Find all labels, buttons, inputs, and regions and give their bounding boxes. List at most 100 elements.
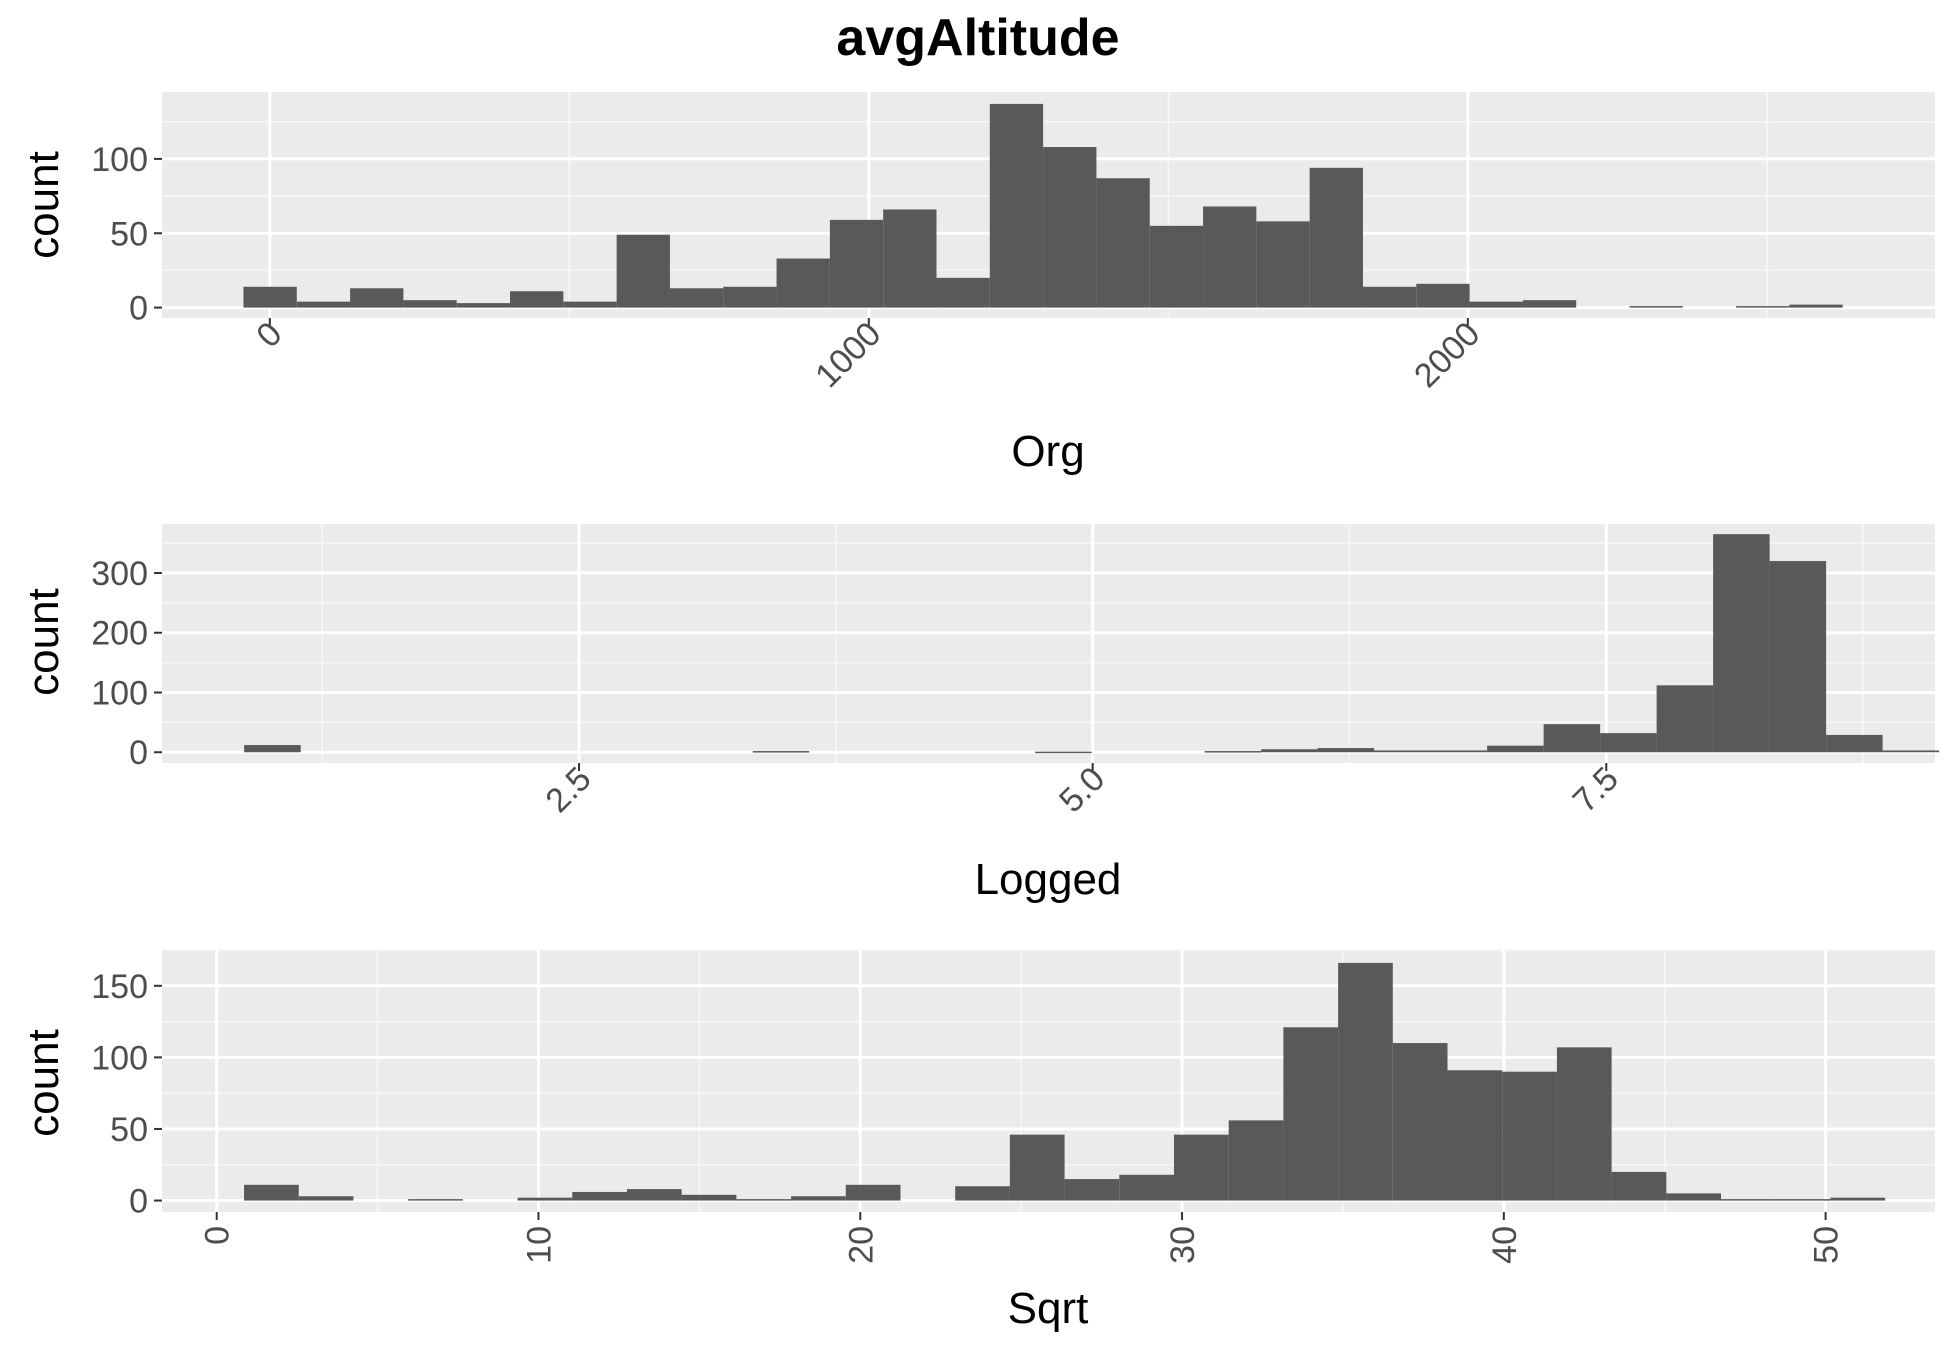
histogram-bar [1317,748,1375,753]
histogram-bar [669,288,724,308]
histogram-bar [1009,1134,1065,1201]
histogram-bar [955,1186,1010,1201]
y-tick-label: 300 [91,555,148,593]
histogram-bar [681,1194,737,1201]
histogram-bar [1656,685,1714,753]
bars-org [243,103,1843,308]
histogram-bar [1502,1071,1557,1201]
histogram-bar [510,291,564,308]
histogram-bar [1430,750,1488,753]
histogram-bar [1713,534,1770,753]
histogram-bar [1487,745,1544,753]
y-tick-label: 0 [129,290,148,328]
histogram-bar [244,745,301,753]
ylabel-org: count [19,151,68,259]
histogram-bar [1149,225,1204,308]
histogram-bar [1789,304,1843,308]
histogram-bar [1256,221,1310,308]
histogram-bar [1043,147,1097,308]
y-axis-logged: 0 100 200 300 [91,555,162,772]
histogram-bar [1666,1193,1722,1201]
histogram-bar [456,303,511,308]
histogram-bar [1283,1027,1339,1201]
y-axis-sqrt: 0 50 100 150 [91,968,162,1221]
histogram-bar [752,751,810,753]
xlabel-sqrt: Sqrt [1008,1284,1089,1333]
gridlines-sqrt [162,949,1935,1212]
x-tick-label: 20 [842,1226,880,1264]
x-axis-sqrt: 0 10 20 30 40 50 [199,1212,1846,1264]
chart-title: avgAltitude [836,9,1119,67]
x-tick-label: 50 [1808,1226,1846,1264]
histogram-bar [1204,751,1262,753]
y-tick-label: 100 [91,141,148,179]
histogram-bar [296,301,351,308]
histogram-bar [244,1184,299,1201]
x-tick-label: 10 [520,1226,558,1264]
histogram-bar [1882,750,1940,753]
y-tick-label: 100 [91,674,148,712]
histogram-bar [1522,300,1577,308]
histogram-bar [403,300,457,308]
y-tick-label: 200 [91,615,148,653]
histogram-bar [1736,306,1790,308]
y-tick-label: 0 [129,1183,148,1221]
histogram-bar [845,1184,901,1201]
y-tick-label: 50 [110,215,148,253]
histogram-bar [1362,286,1417,308]
xlabel-org: Org [1011,427,1084,476]
y-tick-label: 0 [129,734,148,772]
histogram-bar [883,209,937,308]
histogram-bar [1769,561,1827,753]
histogram-bar [1338,962,1393,1201]
ylabel-sqrt: count [19,1029,68,1137]
x-tick-label: 2000 [1407,315,1487,395]
ylabel-logged: count [19,588,68,696]
histogram-bar [517,1197,573,1201]
histogram-bar [1392,1043,1448,1201]
histogram-bar [1261,749,1318,753]
histogram-bar [1119,1174,1174,1201]
histogram-bar [572,1191,627,1201]
histogram-bar [1611,1171,1667,1201]
histogram-bar [626,1189,682,1201]
x-tick-label: 7.5 [1566,760,1626,820]
x-tick-label: 5.0 [1052,760,1112,820]
histogram-bar [1830,1197,1886,1201]
bars-logged [244,534,1940,754]
histogram-bar [563,301,617,308]
histogram-bar [350,288,404,308]
xlabel-logged: Logged [975,855,1122,904]
histogram-bar [1309,167,1363,308]
x-tick-label: 0 [199,1226,237,1245]
histogram-bar [791,1196,846,1201]
x-tick-label: 40 [1486,1226,1524,1264]
histogram-bar [1469,301,1523,308]
y-tick-label: 100 [91,1039,148,1077]
panel-org: count Org 0 50 1000 1000 2000 [19,92,1935,476]
y-axis-org: 0 50 100 [91,141,162,328]
histogram-bar [616,234,670,308]
histogram-bar [736,1199,792,1201]
histogram-bar [989,103,1044,308]
histogram-bar [936,277,990,308]
x-tick-label: 2.5 [538,760,598,820]
histogram-bar [1228,1120,1284,1201]
histogram-bar [1629,306,1683,308]
histogram-bar [1775,1199,1831,1201]
x-tick-label: 1000 [808,315,888,395]
y-tick-label: 50 [110,1111,148,1149]
histogram-bar [1374,750,1431,753]
panel-background-logged [162,524,1935,763]
histogram-bar [776,258,830,308]
x-axis-org: 0 1000 2000 [249,315,1487,395]
histogram-bar [1096,178,1150,308]
histogram-bar [1543,724,1601,753]
histogram-bar [1173,1134,1229,1201]
histogram-bar [1826,734,1883,753]
histogram-bar [1064,1179,1120,1201]
histogram-bar [243,286,297,308]
y-tick-label: 150 [91,968,148,1006]
bars-sqrt [244,962,1886,1201]
